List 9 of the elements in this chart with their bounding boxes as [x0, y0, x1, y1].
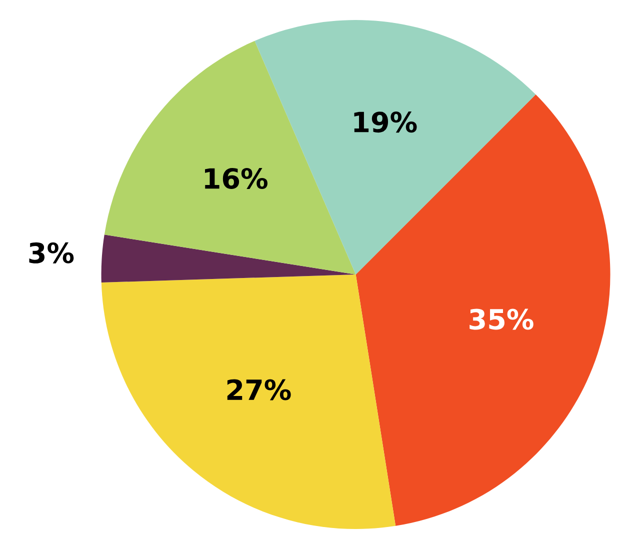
data-label: 3% [29, 242, 74, 264]
pie-slice [101, 274, 396, 529]
data-label: 35% [470, 308, 534, 330]
data-label: 19% [354, 112, 417, 133]
pie-slice [104, 40, 356, 274]
pie-slice [356, 94, 610, 526]
data-label: 16% [205, 168, 268, 189]
pie-slice [101, 234, 356, 282]
data-label: 27% [227, 379, 291, 400]
